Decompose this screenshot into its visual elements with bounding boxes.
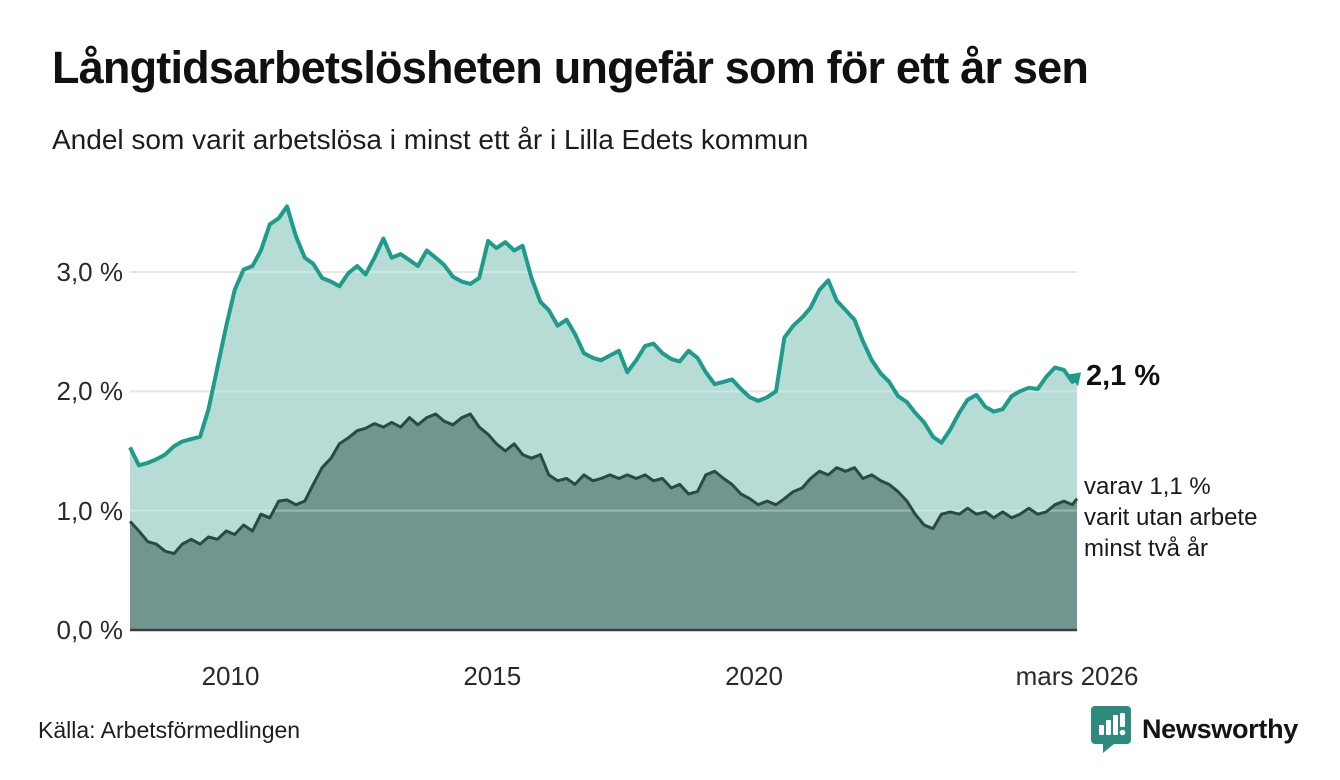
newsworthy-brand: Newsworthy <box>1090 704 1298 754</box>
y-tick-label: 3,0 % <box>56 257 124 287</box>
source-credit: Källa: Arbetsförmedlingen <box>38 717 301 743</box>
annotation-line: varit utan arbete <box>1084 504 1258 531</box>
x-tick-label: 2010 <box>201 661 260 691</box>
page-subtitle: Andel som varit arbetslösa i minst ett å… <box>52 124 809 155</box>
y-tick-label: 0,0 % <box>56 615 124 645</box>
annotation-line: varav 1,1 % <box>1084 473 1211 500</box>
series1-line <box>128 204 1078 468</box>
x-tick-label: mars 2026 <box>1015 661 1139 691</box>
x-tick-label: 2015 <box>463 661 522 691</box>
series1-end-value-label: 2,1 % <box>1086 360 1161 392</box>
annotation-line: minst två år <box>1084 535 1209 562</box>
y-tick-label: 2,0 % <box>56 376 124 407</box>
series2-end-annotation: varav 1,1 % varit utan arbete minst två år <box>1084 471 1257 564</box>
page-title: Långtidsarbetslösheten ungefär som för e… <box>52 42 1089 93</box>
series2-line <box>128 412 1079 556</box>
newsworthy-logo-icon <box>1090 706 1131 753</box>
series1-end-arrow-icon <box>1069 372 1081 387</box>
series2-area <box>130 414 1077 630</box>
x-tick-label: 2020 <box>725 661 783 691</box>
newsworthy-wordmark: Newsworthy <box>1141 713 1298 744</box>
y-tick-label: 1,0 % <box>56 495 124 526</box>
